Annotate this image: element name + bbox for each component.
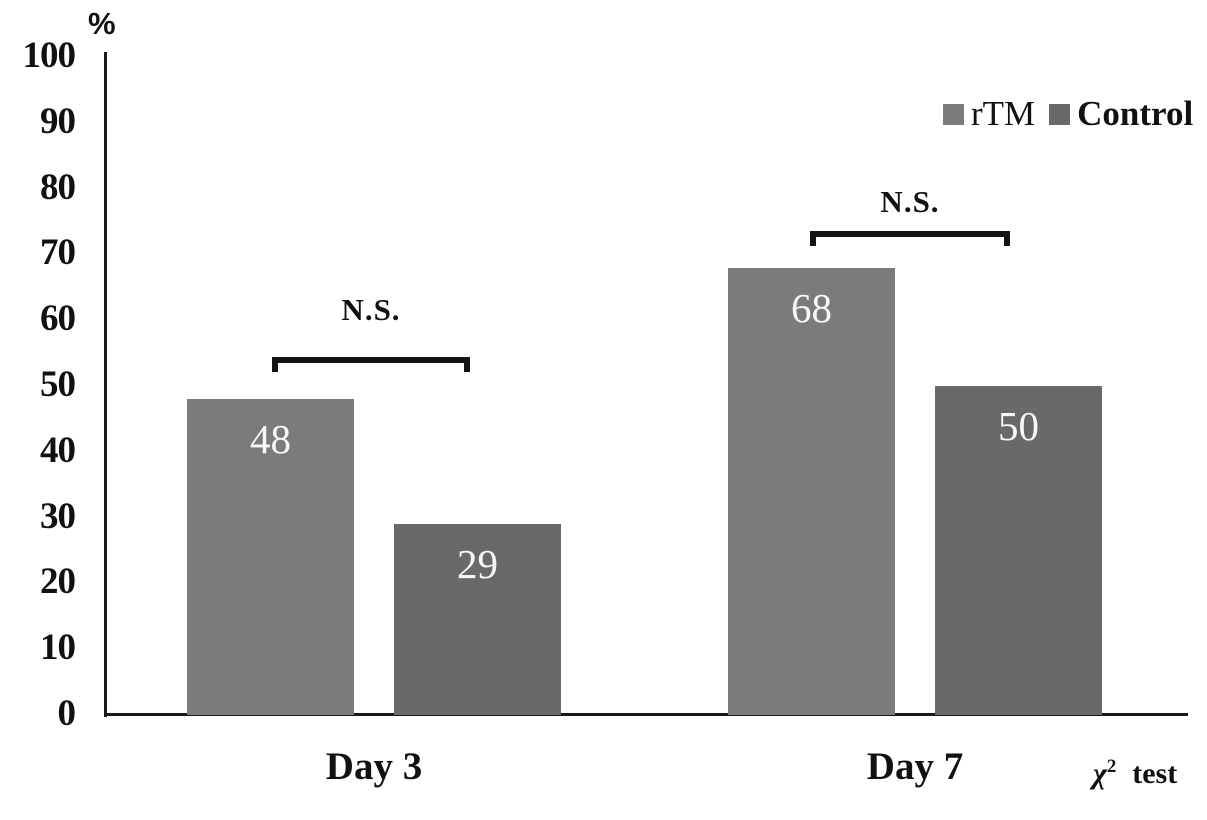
bracket-end-tick: [464, 357, 470, 372]
legend-label-control: Control: [1077, 94, 1194, 133]
y-tick-label-80: 80: [40, 166, 76, 208]
chi-symbol: χ: [1093, 757, 1107, 790]
ns-annotation: N.S.: [341, 292, 401, 327]
category-label-day-7: Day 7: [866, 745, 964, 788]
significance-bracket: [272, 357, 470, 363]
y-axis-line: [104, 52, 107, 717]
legend-label-rtm: rTM: [971, 94, 1036, 133]
bracket-end-tick: [810, 231, 816, 246]
chi-exponent: 2: [1106, 756, 1117, 777]
y-tick-label-60: 60: [40, 297, 76, 339]
significance-bracket: [810, 231, 1010, 237]
y-axis-unit-label: %: [88, 6, 116, 41]
category-label-day-3: Day 3: [325, 745, 423, 788]
y-tick-label-30: 30: [40, 495, 76, 537]
bar-rtm-day-3: 48: [187, 399, 354, 715]
y-tick-label-0: 0: [57, 692, 77, 734]
ns-annotation: N.S.: [880, 184, 940, 219]
rtm-swatch-icon: [943, 103, 964, 125]
y-tick-label-20: 20: [40, 561, 76, 603]
bar-control-day-3: 29: [394, 524, 561, 715]
y-tick-label-90: 90: [40, 100, 76, 142]
bar-value-label: 48: [250, 416, 291, 462]
test-word: test: [1132, 757, 1178, 790]
stat-test-note: χ2 test: [1093, 756, 1177, 791]
y-tick-label-50: 50: [40, 363, 76, 405]
control-swatch-icon: [1049, 103, 1071, 125]
bar-value-label: 50: [998, 403, 1039, 449]
legend-item-control: Control: [1049, 94, 1193, 134]
y-tick-label-40: 40: [40, 429, 76, 471]
legend: rTM Control: [943, 94, 1193, 134]
bar-value-label: 68: [791, 285, 832, 331]
y-tick-label-70: 70: [40, 232, 76, 274]
y-tick-label-10: 10: [40, 626, 76, 668]
legend-item-rtm: rTM: [943, 94, 1035, 134]
bar-control-day-7: 50: [935, 386, 1102, 715]
bar-rtm-day-7: 68: [728, 268, 895, 715]
bracket-end-tick: [272, 357, 278, 372]
bar-value-label: 29: [457, 541, 498, 587]
y-tick-label-100: 100: [22, 34, 77, 76]
bracket-end-tick: [1004, 231, 1010, 246]
x-axis-line: [104, 713, 1188, 716]
